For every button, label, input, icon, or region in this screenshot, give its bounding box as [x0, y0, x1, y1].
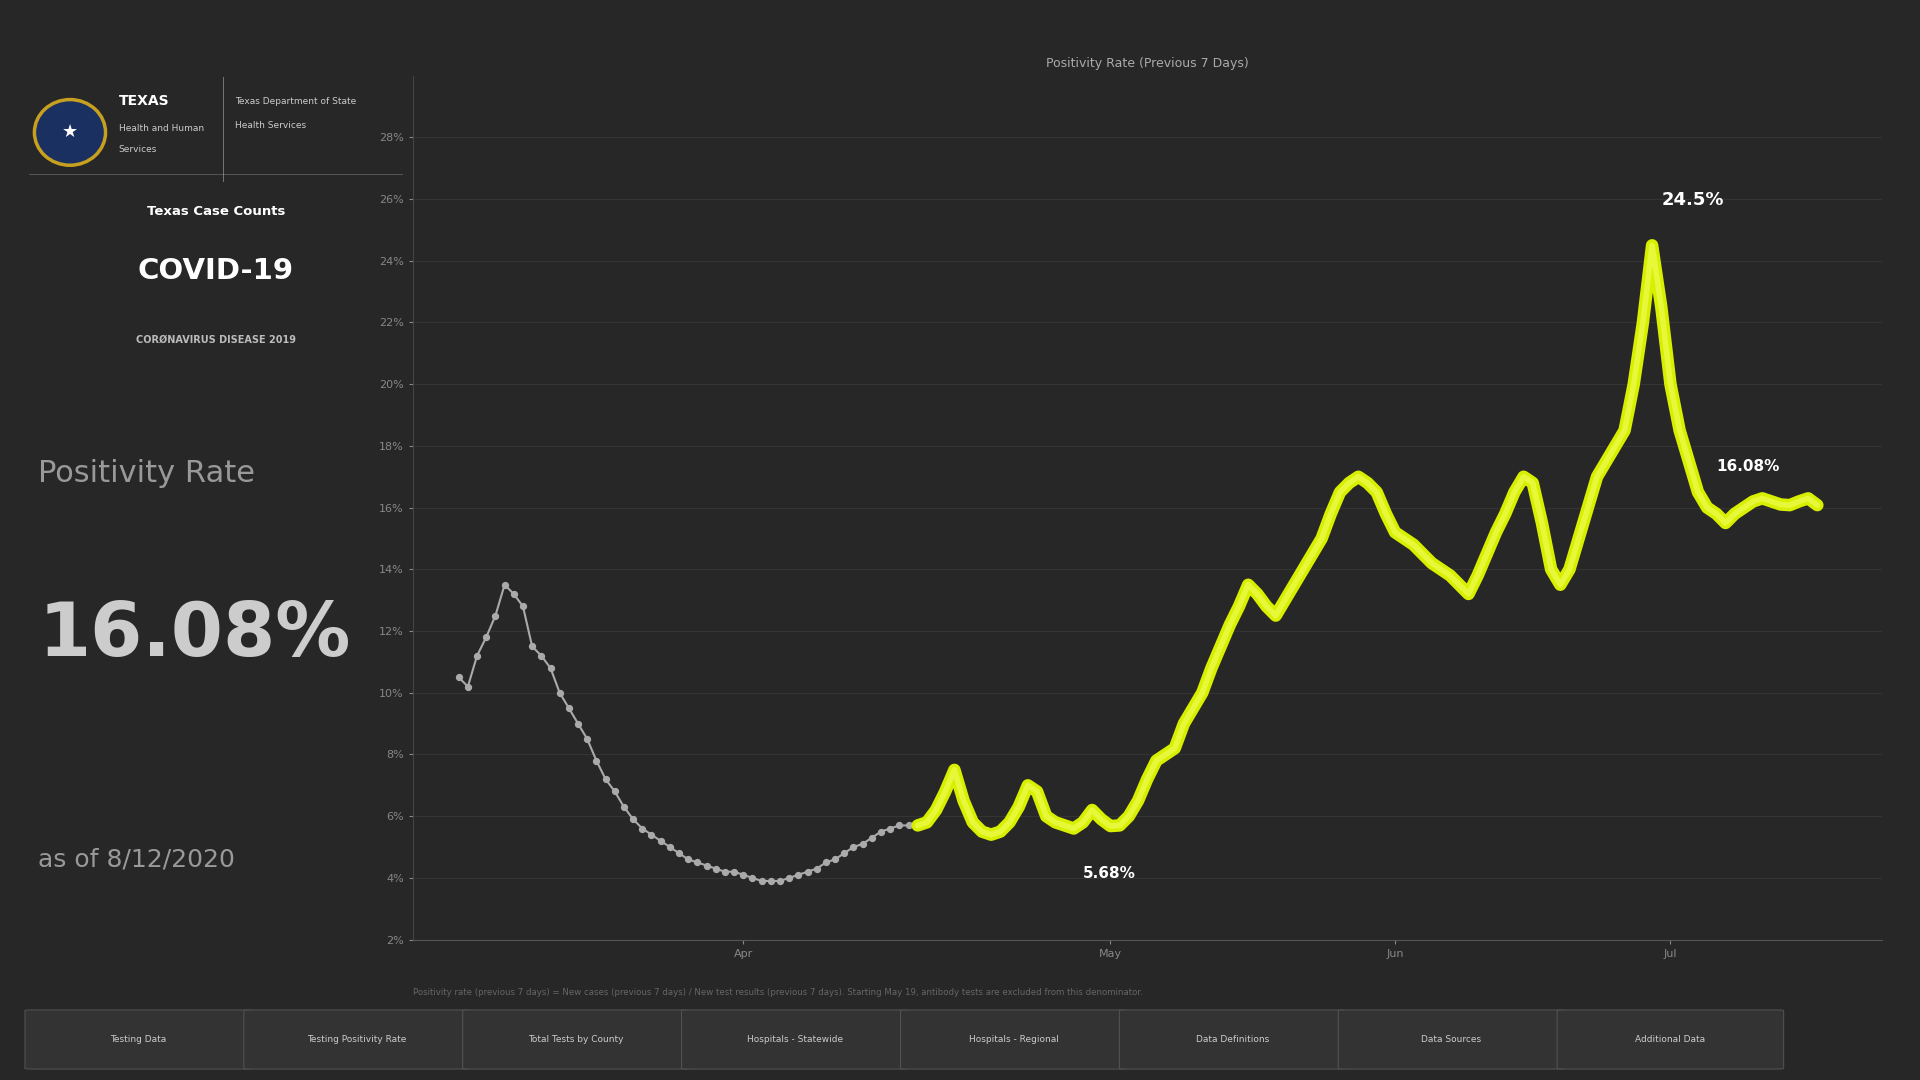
Point — [783, 866, 814, 883]
Text: Health and Human: Health and Human — [119, 124, 204, 134]
Text: Testing Positivity Rate: Testing Positivity Rate — [307, 1035, 407, 1044]
Point — [764, 873, 795, 890]
Point — [536, 660, 566, 677]
Point — [893, 816, 924, 834]
Text: Data Sources: Data Sources — [1421, 1035, 1482, 1044]
Point — [553, 700, 584, 717]
Text: 24.5%: 24.5% — [1661, 191, 1724, 210]
FancyBboxPatch shape — [900, 1010, 1127, 1069]
Point — [755, 873, 785, 890]
Point — [829, 845, 860, 862]
Point — [710, 863, 741, 880]
Point — [563, 715, 593, 732]
FancyBboxPatch shape — [244, 1010, 470, 1069]
Text: Health Services: Health Services — [234, 121, 305, 130]
FancyBboxPatch shape — [1557, 1010, 1784, 1069]
Text: as of 8/12/2020: as of 8/12/2020 — [38, 848, 236, 872]
Point — [728, 866, 758, 883]
Point — [628, 820, 659, 837]
Text: Hospitals - Regional: Hospitals - Regional — [970, 1035, 1058, 1044]
Point — [516, 638, 547, 656]
Point — [820, 851, 851, 868]
Point — [672, 851, 703, 868]
Point — [444, 669, 474, 686]
Text: Additional Data: Additional Data — [1636, 1035, 1705, 1044]
Point — [645, 833, 676, 850]
Point — [589, 770, 620, 787]
Point — [453, 678, 484, 696]
FancyBboxPatch shape — [25, 1010, 252, 1069]
Point — [801, 860, 831, 877]
Point — [618, 811, 649, 828]
Text: TEXAS: TEXAS — [119, 94, 169, 108]
Point — [526, 647, 557, 664]
Text: 16.08%: 16.08% — [38, 599, 351, 673]
Point — [609, 798, 639, 815]
Text: Data Definitions: Data Definitions — [1196, 1035, 1269, 1044]
Point — [902, 816, 933, 834]
Point — [737, 869, 768, 887]
Point — [774, 869, 804, 887]
Point — [876, 820, 906, 837]
Point — [461, 647, 492, 664]
Text: Hospitals - Statewide: Hospitals - Statewide — [747, 1035, 843, 1044]
Text: Texas Department of State: Texas Department of State — [234, 97, 355, 106]
Text: CORØNAVIRUS DISEASE 2019: CORØNAVIRUS DISEASE 2019 — [136, 335, 296, 345]
Text: Positivity rate (previous 7 days) = New cases (previous 7 days) / New test resul: Positivity rate (previous 7 days) = New … — [413, 988, 1142, 997]
Point — [682, 854, 712, 872]
Point — [883, 816, 914, 834]
Point — [847, 835, 877, 852]
Point — [810, 854, 841, 872]
Point — [490, 576, 520, 593]
Text: 16.08%: 16.08% — [1716, 459, 1780, 473]
Text: Total Tests by County: Total Tests by County — [528, 1035, 624, 1044]
Text: Services: Services — [119, 145, 157, 154]
Point — [691, 856, 722, 874]
Point — [793, 863, 824, 880]
Point — [599, 783, 630, 800]
FancyBboxPatch shape — [463, 1010, 689, 1069]
FancyBboxPatch shape — [1119, 1010, 1346, 1069]
Title: Positivity Rate (Previous 7 Days): Positivity Rate (Previous 7 Days) — [1046, 57, 1248, 70]
Circle shape — [35, 99, 106, 165]
Point — [655, 838, 685, 855]
Point — [636, 826, 666, 843]
Point — [507, 597, 538, 615]
Point — [582, 752, 612, 769]
Text: Positivity Rate: Positivity Rate — [38, 459, 255, 488]
FancyBboxPatch shape — [1338, 1010, 1565, 1069]
Text: Testing Data: Testing Data — [109, 1035, 167, 1044]
Point — [747, 873, 778, 890]
Point — [856, 829, 887, 847]
Point — [499, 585, 530, 603]
Point — [718, 863, 749, 880]
Text: ★: ★ — [61, 123, 79, 141]
FancyBboxPatch shape — [682, 1010, 908, 1069]
Text: Texas Case Counts: Texas Case Counts — [146, 205, 286, 218]
Text: COVID-19: COVID-19 — [138, 257, 294, 285]
Point — [480, 607, 511, 624]
Point — [837, 838, 868, 855]
Point — [701, 860, 732, 877]
Point — [866, 823, 897, 840]
Point — [664, 845, 695, 862]
Point — [545, 684, 576, 701]
Point — [470, 629, 501, 646]
Text: 5.68%: 5.68% — [1083, 866, 1137, 881]
Point — [572, 730, 603, 747]
